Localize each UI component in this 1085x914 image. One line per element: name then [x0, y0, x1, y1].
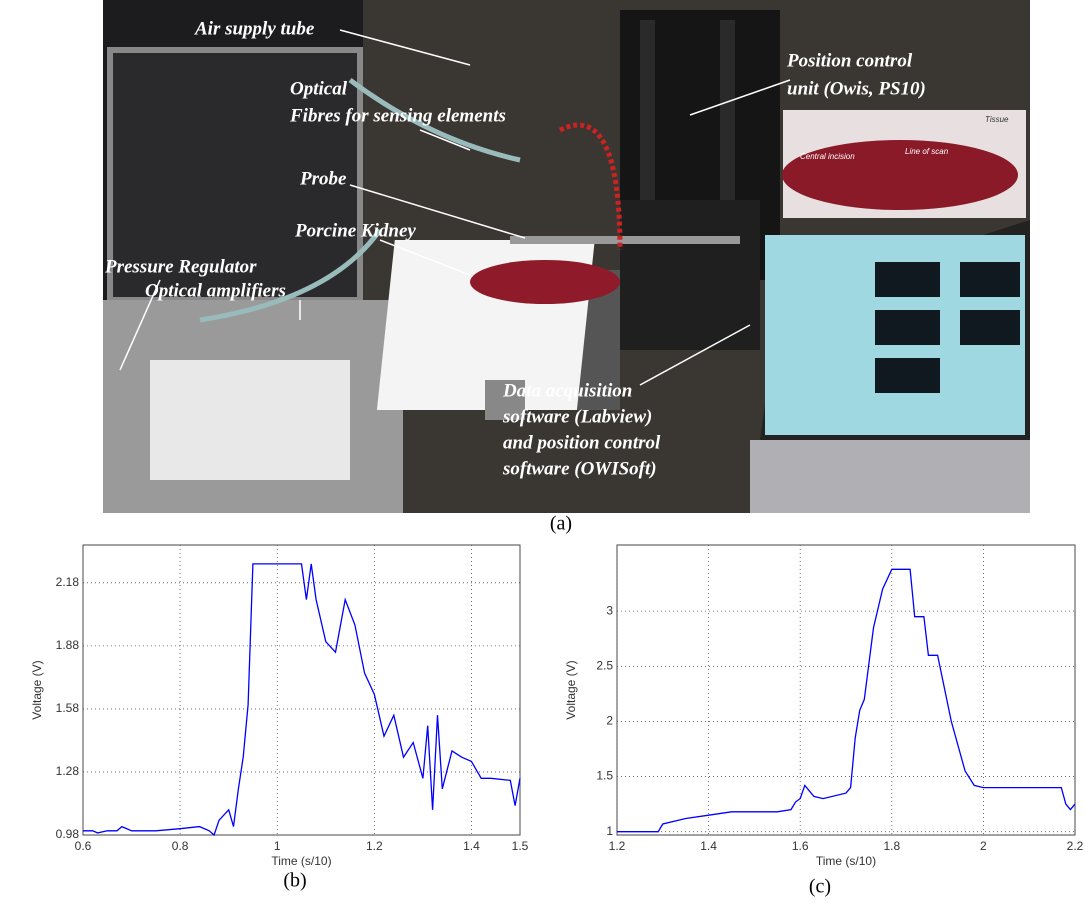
y-tick-label: 1: [606, 824, 613, 838]
photo-label: Optical amplifiers: [145, 280, 286, 301]
caption: (a): [550, 513, 572, 535]
photo-label: Fibres for sensing elements: [289, 105, 506, 126]
inset-label: Line of scan: [905, 147, 949, 156]
photo-label: Position control: [786, 50, 913, 71]
x-tick-label: 1.2: [609, 839, 626, 853]
photo-label: unit (Owis, PS10): [787, 78, 926, 99]
x-tick-label: 1.8: [883, 839, 900, 853]
photo-label: Porcine Kidney: [294, 220, 416, 241]
x-tick-label: 0.6: [75, 839, 92, 853]
y-axis-label: Voltage (V): [564, 660, 578, 719]
plot-area: [82, 544, 521, 836]
y-tick-label: 2.18: [56, 575, 80, 589]
leader-lines: [119, 29, 791, 386]
y-tick-label: 0.98: [56, 827, 80, 841]
x-tick-label: 2.2: [1067, 839, 1084, 853]
y-tick-label: 3: [606, 603, 613, 617]
photo-label: and position control: [503, 432, 661, 453]
y-tick-label: 1.58: [56, 701, 80, 715]
y-tick-label: 1.28: [56, 764, 80, 778]
data-line: [617, 568, 1076, 833]
x-tick-label: 1: [274, 839, 281, 853]
photo-label: Probe: [299, 168, 347, 189]
x-tick-label: 0.8: [172, 839, 189, 853]
photo-label: Air supply tube: [194, 18, 315, 39]
plot-area: [616, 544, 1076, 836]
photo-label: software (Labview): [502, 406, 652, 427]
x-tick-label: 1.4: [700, 839, 717, 853]
x-tick-label: 1.4: [463, 839, 480, 853]
y-tick-label: 1.5: [596, 769, 613, 783]
x-axis-label: Time (s/10): [271, 854, 331, 868]
photo-label: Optical: [290, 78, 348, 99]
photo: Air supply tube Optical Fibres for sensi…: [103, 0, 1030, 513]
data-line: [83, 563, 521, 837]
inset-label: Tissue: [985, 115, 1009, 124]
y-tick-label: 2.5: [596, 658, 613, 672]
x-tick-label: 1.2: [366, 839, 383, 853]
x-tick-label: 1.6: [792, 839, 809, 853]
photo-label: Data acquisition: [502, 380, 632, 401]
x-axis-label: Time (s/10): [816, 854, 876, 868]
inset-label: Central incision: [800, 152, 855, 161]
caption: (c): [809, 876, 831, 898]
y-tick-label: 1.88: [56, 638, 80, 652]
y-axis-label: Voltage (V): [30, 660, 44, 719]
caption: (b): [283, 870, 306, 892]
y-tick-label: 2: [606, 714, 613, 728]
photo-label: software (OWISoft): [502, 458, 657, 479]
x-tick-label: 2: [980, 839, 987, 853]
x-tick-label: 1.5: [512, 839, 529, 853]
photo-label: Pressure Regulator: [104, 256, 257, 277]
